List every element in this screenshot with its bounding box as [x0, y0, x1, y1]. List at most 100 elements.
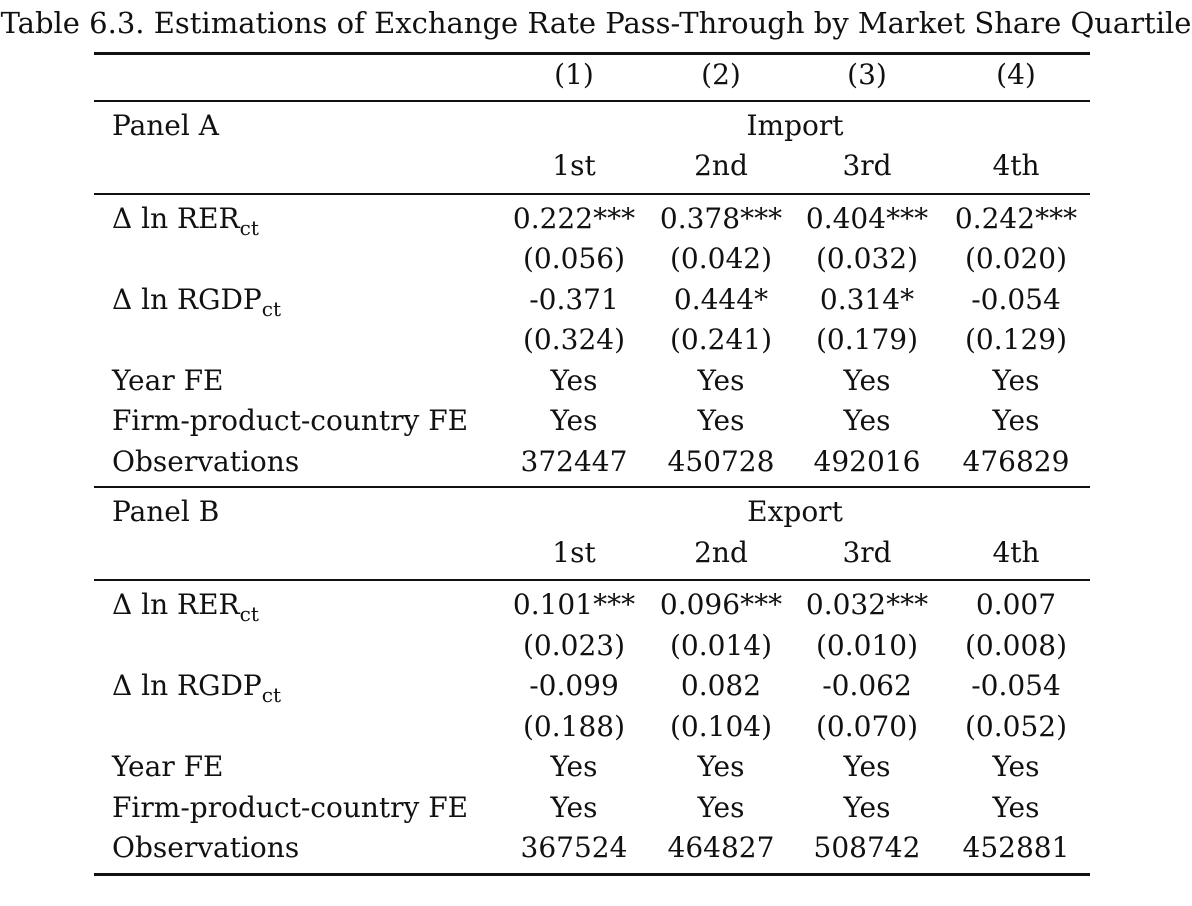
table-cell: Yes [697, 750, 745, 783]
table-cell: 450728 [667, 444, 775, 478]
table-cell: 464827 [667, 831, 775, 864]
coefficient-cell: 0.404*** [805, 201, 929, 235]
variable-label: Δ ln RERct [112, 588, 259, 626]
table-cell: Yes [992, 404, 1040, 437]
panel-label: Panel B [112, 495, 220, 528]
table-cell: Yes [550, 750, 598, 783]
table-cell: 372447 [520, 444, 628, 478]
std-error-cell: (0.188) [522, 709, 625, 743]
rer-coef-row: Δ ln RERct 0.101*** 0.096*** 0.032*** 0.… [94, 585, 1090, 626]
table-cell: Yes [992, 790, 1040, 824]
panel-label: Panel A [112, 108, 219, 142]
panel-header-row: Panel B Export [94, 492, 1090, 533]
panel-separator-rule [94, 486, 1090, 488]
table-cell: 452881 [962, 831, 1070, 864]
coefficient-cell: 0.378*** [659, 201, 783, 235]
column-number: (1) [554, 58, 594, 91]
variable-label: Δ ln RGDPct [112, 282, 281, 321]
panel-group-label: Export [747, 495, 843, 528]
row-label: Year FE [112, 750, 224, 783]
table-cell: 476829 [962, 444, 1070, 478]
rer-coef-row: Δ ln RERct 0.222*** 0.378*** 0.404*** 0.… [94, 199, 1090, 240]
table-cell: Yes [550, 790, 598, 824]
table-cell: Yes [843, 404, 891, 437]
std-error-cell: (0.042) [669, 242, 772, 275]
row-label: Firm-product-country FE [112, 404, 469, 437]
quartile-row: 1st 2nd 3rd 4th [94, 146, 1090, 187]
panel-a: Panel A Import 1st 2nd 3rd 4th Δ ln RERc… [94, 102, 1090, 483]
quartile-label: 3rd [842, 535, 892, 569]
table-cell: Yes [992, 363, 1040, 397]
bottom-rule [94, 872, 1090, 876]
quartile-row: 1st 2nd 3rd 4th [94, 533, 1090, 574]
fpc-fe-row: Firm-product-country FE Yes Yes Yes Yes [94, 788, 1090, 829]
coefficient-cell: 0.444* [673, 282, 769, 316]
rer-se-row: (0.023) (0.014) (0.010) (0.008) [94, 626, 1090, 667]
std-error-cell: (0.008) [964, 628, 1067, 662]
table-cell: 492016 [813, 444, 921, 478]
quartile-label: 2nd [694, 149, 748, 182]
table-cell: 367524 [520, 831, 628, 864]
variable-label: Δ ln RERct [112, 201, 259, 240]
table-cell: Yes [843, 790, 891, 824]
year-fe-row: Year FE Yes Yes Yes Yes [94, 747, 1090, 788]
std-error-cell: (0.014) [669, 628, 772, 662]
quartile-label: 1st [552, 149, 596, 182]
row-label: Year FE [112, 363, 224, 397]
table-cell: Yes [550, 363, 598, 397]
std-error-cell: (0.179) [815, 323, 918, 356]
table-caption: Table 6.3. Estimations of Exchange Rate … [0, 6, 1192, 40]
std-error-cell: (0.023) [522, 628, 625, 662]
coefficient-cell: 0.007 [975, 588, 1057, 621]
table-cell: Yes [992, 750, 1040, 783]
results-table: (1) (2) (3) (4) Panel A Import 1st 2nd 3… [94, 52, 1090, 876]
coefficient-cell: 0.101*** [512, 588, 636, 621]
quartile-label: 2nd [694, 535, 748, 569]
std-error-cell: (0.020) [964, 242, 1067, 275]
year-fe-row: Year FE Yes Yes Yes Yes [94, 361, 1090, 402]
row-label: Observations [112, 831, 300, 864]
table-cell: Yes [843, 363, 891, 397]
rgdp-coef-row: Δ ln RGDPct -0.371 0.444* 0.314* -0.054 [94, 280, 1090, 321]
top-rule [94, 52, 1090, 55]
std-error-cell: (0.324) [522, 323, 625, 356]
panel-group-label: Import [746, 108, 844, 142]
coefficient-cell: -0.099 [529, 669, 619, 702]
column-numbers-row: (1) (2) (3) (4) [94, 55, 1090, 96]
header-rule [94, 99, 1090, 102]
panel-header-row: Panel A Import [94, 106, 1090, 147]
std-error-cell: (0.032) [815, 242, 918, 275]
quartile-label: 4th [992, 149, 1040, 182]
table-cell: Yes [697, 404, 745, 437]
coefficient-cell: -0.062 [822, 669, 912, 702]
column-number: (2) [701, 58, 741, 91]
observations-row: Observations 372447 450728 492016 476829 [94, 442, 1090, 483]
panel-b: Panel B Export 1st 2nd 3rd 4th Δ ln RERc… [94, 488, 1090, 869]
observations-row: Observations 367524 464827 508742 452881 [94, 828, 1090, 869]
rgdp-se-row: (0.188) (0.104) (0.070) (0.052) [94, 707, 1090, 748]
coefficient-cell: -0.054 [971, 282, 1061, 316]
std-error-cell: (0.070) [815, 709, 918, 743]
quartile-label: 4th [992, 535, 1040, 569]
std-error-cell: (0.104) [669, 709, 772, 743]
rer-se-row: (0.056) (0.042) (0.032) (0.020) [94, 239, 1090, 280]
rgdp-coef-row: Δ ln RGDPct -0.099 0.082 -0.062 -0.054 [94, 666, 1090, 707]
std-error-cell: (0.241) [669, 323, 772, 356]
coefficient-cell: 0.222*** [512, 201, 636, 235]
table-cell: Yes [697, 790, 745, 824]
quartile-label: 3rd [842, 149, 892, 182]
std-error-cell: (0.010) [815, 628, 918, 662]
fpc-fe-row: Firm-product-country FE Yes Yes Yes Yes [94, 401, 1090, 442]
table-cell: Yes [843, 750, 891, 783]
quartile-label: 1st [552, 535, 596, 569]
coefficient-cell: 0.242*** [954, 201, 1078, 235]
std-error-cell: (0.052) [964, 709, 1067, 743]
table-cell: Yes [550, 404, 598, 437]
column-number: (4) [996, 58, 1036, 91]
coefficient-cell: -0.371 [529, 282, 619, 316]
table-cell: Yes [697, 363, 745, 397]
panel-rule [94, 192, 1090, 195]
table-cell: 508742 [813, 831, 921, 864]
row-label: Observations [112, 444, 300, 478]
coefficient-cell: 0.096*** [659, 588, 783, 621]
